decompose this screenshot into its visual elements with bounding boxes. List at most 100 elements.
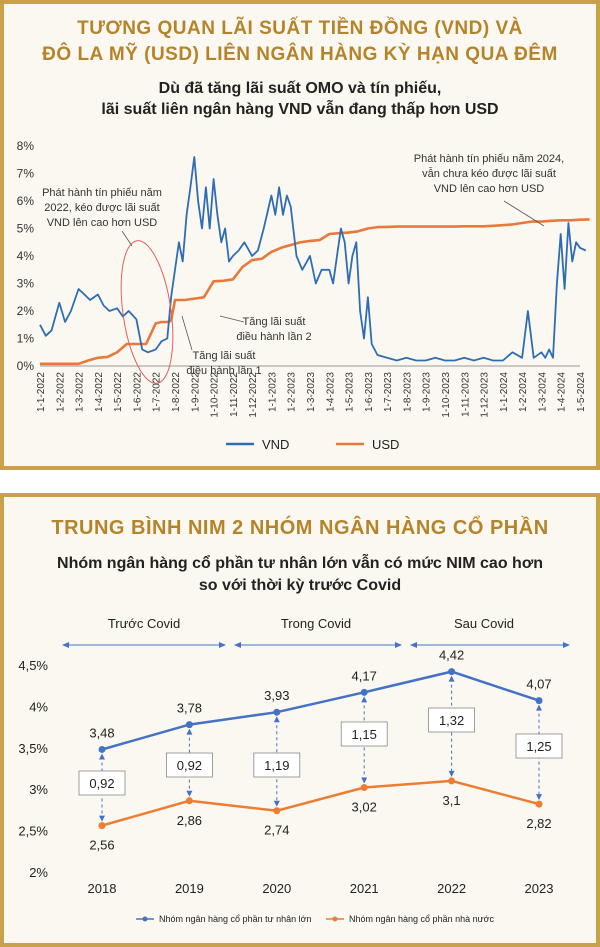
gap-arrow-head <box>536 794 542 801</box>
gap-box <box>78 770 126 796</box>
annotation-rate-hike-1: Tăng lãi suất <box>193 350 256 362</box>
x-tick-label: 1-6-2023 <box>364 372 375 412</box>
x-tick-label: 1-3-2024 <box>537 372 548 412</box>
panel2-title: TRUNG BÌNH NIM 2 NHÓM NGÂN HÀNG CỔ PHẦN <box>51 517 549 539</box>
data-label-state: 3,1 <box>443 793 461 808</box>
panel2-subtitle-line2: so với thời kỳ trước Covid <box>198 577 402 594</box>
x-tick-label: 1-9-2023 <box>422 372 433 412</box>
x-tick-label: 1-12-2023 <box>480 372 491 418</box>
x-tick-label: 1-1-2023 <box>267 372 278 412</box>
data-label-state: 2,86 <box>177 813 202 828</box>
x-tick-label: 1-3-2022 <box>75 372 86 412</box>
data-label-private: 3,93 <box>264 688 289 703</box>
gap-value: 1,19 <box>264 758 289 773</box>
x-category-label: 2020 <box>262 881 291 896</box>
x-category-label: 2018 <box>88 881 117 896</box>
legend-marker-private <box>142 916 148 922</box>
data-label-private: 4,17 <box>352 668 377 683</box>
x-tick-label: 1-10-2022 <box>210 372 221 418</box>
annotation-2022-bills: VND lên cao hơn USD <box>47 217 158 229</box>
annotation-2024-bills: VND lên cao hơn USD <box>434 183 545 195</box>
series-line-state <box>101 779 540 827</box>
period-arrow-head <box>410 642 417 648</box>
data-label-private: 4,07 <box>526 677 551 692</box>
data-label-private: 3,78 <box>177 701 202 716</box>
period-arrow-head <box>234 642 241 648</box>
data-point-state <box>535 800 543 808</box>
data-point-private <box>98 745 106 753</box>
y-tick-label: 2,5% <box>18 824 48 839</box>
data-label-private: 3,48 <box>89 725 114 740</box>
x-tick-label: 1-6-2022 <box>132 372 143 412</box>
panel1-title-line1: TƯƠNG QUAN LÃI SUẤT TIỀN ĐỒNG (VND) VÀ <box>77 18 523 39</box>
x-tick-label: 1-4-2022 <box>94 372 105 412</box>
data-point-private <box>360 688 368 696</box>
series-line-private <box>101 670 540 751</box>
data-point-state <box>360 784 368 792</box>
gap-box <box>253 752 301 778</box>
nim-panel: TRUNG BÌNH NIM 2 NHÓM NGÂN HÀNG CỔ PHẦN … <box>0 493 600 947</box>
x-tick-label: 1-2-2024 <box>518 372 529 412</box>
annotation-leader <box>219 315 245 323</box>
y-tick-label: 3% <box>17 277 35 291</box>
panel2-subtitle-line1: Nhóm ngân hàng cổ phần tư nhân lớn vẫn c… <box>57 555 543 572</box>
x-tick-label: 1-9-2022 <box>190 372 201 412</box>
panel1-title-line2: ĐÔ LA MỸ (USD) LIÊN NGÂN HÀNG KỲ HẠN QUA… <box>42 44 558 65</box>
gap-box <box>515 733 563 759</box>
y-tick-label: 0% <box>17 359 35 373</box>
y-tick-label: 4% <box>17 249 35 263</box>
y-tick-label: 8% <box>17 139 35 153</box>
annotation-leader <box>503 200 545 227</box>
period-label: Sau Covid <box>454 616 514 631</box>
data-label-state: 3,02 <box>352 800 377 815</box>
annotation-2022-bills: Phát hành tín phiếu năm <box>42 187 162 199</box>
legend-label-state: Nhóm ngân hàng cổ phần nhà nước <box>349 914 495 924</box>
gap-value: 0,92 <box>177 758 202 773</box>
annotation-2022-bills: 2022, kéo được lãi suất <box>44 202 159 214</box>
x-tick-label: 1-2-2022 <box>55 372 66 412</box>
gap-arrow-head <box>448 675 455 682</box>
data-point-private <box>273 708 281 716</box>
gap-value: 1,25 <box>526 739 551 754</box>
x-tick-label: 1-1-2022 <box>36 372 47 412</box>
data-point-private <box>185 721 193 729</box>
x-tick-label: 1-7-2022 <box>152 372 163 412</box>
nim-chart: Trước Covid Trong Covid Sau Covid 2% 2,5% 3% 3… <box>18 616 570 924</box>
x-tick-label: 1-5-2023 <box>345 372 356 412</box>
gap-box <box>165 752 213 778</box>
data-point-private <box>535 697 543 705</box>
period-arrow-head <box>395 642 402 648</box>
series-line-vnd <box>39 156 587 362</box>
data-label-state: 2,56 <box>89 838 114 853</box>
panel1-subtitle-line2: lãi suất liên ngân hàng VND vẫn đang thấ… <box>101 101 499 118</box>
x-tick-label: 1-12-2022 <box>248 372 259 418</box>
x-tick-label: 1-5-2022 <box>113 372 124 412</box>
x-tick-label: 1-4-2024 <box>557 372 568 412</box>
y-tick-label: 6% <box>17 194 35 208</box>
y-tick-label: 7% <box>17 167 35 181</box>
x-category-label: 2022 <box>437 881 466 896</box>
x-tick-label: 1-11-2022 <box>229 372 240 417</box>
highlight-ellipse <box>120 240 174 384</box>
gap-arrow-head <box>273 716 280 723</box>
data-point-state <box>448 777 456 785</box>
y-tick-label: 1% <box>17 332 35 346</box>
x-category-label: 2019 <box>175 881 204 896</box>
legend-label-usd: USD <box>372 437 399 452</box>
y-tick-label: 4% <box>29 699 48 714</box>
panel1-subtitle-line1: Dù đã tăng lãi suất OMO và tín phiếu, <box>158 80 442 97</box>
x-tick-label: 1-8-2022 <box>171 372 182 412</box>
period-label: Trong Covid <box>281 616 351 631</box>
gap-box <box>340 721 388 747</box>
y-tick-label: 3,5% <box>18 741 48 756</box>
data-point-state <box>98 822 106 830</box>
legend-label-vnd: VND <box>262 437 289 452</box>
gap-value: 1,32 <box>439 713 464 728</box>
gap-arrow-head <box>99 815 105 822</box>
annotation-rate-hike-1: điều hành lần 1 <box>186 365 261 377</box>
x-category-label: 2021 <box>350 881 379 896</box>
data-label-state: 2,82 <box>526 816 551 831</box>
y-tick-label: 2% <box>17 304 35 318</box>
annotation-rate-hike-2: Tăng lãi suất <box>243 316 306 328</box>
legend-label-private: Nhóm ngân hàng cổ phần tư nhân lớn <box>159 914 312 924</box>
